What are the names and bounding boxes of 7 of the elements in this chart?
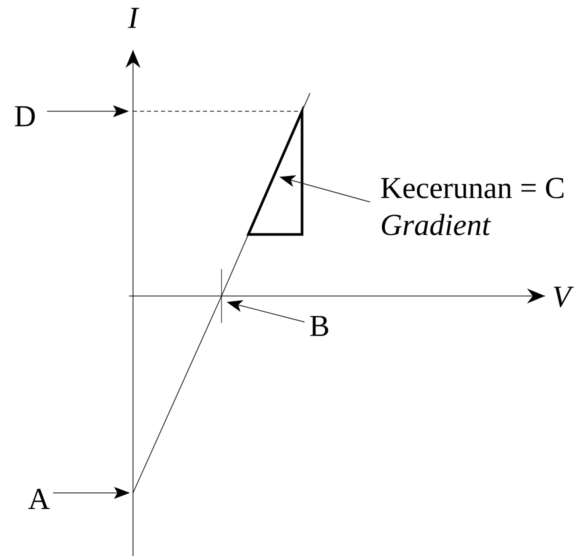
text: A	[28, 488, 50, 509]
text: V	[554, 286, 574, 308]
ref-line-label: D	[14, 106, 35, 126]
text: Gradient	[382, 214, 491, 236]
text: Kecerunan = C	[381, 178, 564, 198]
y-axis-title: I	[128, 8, 140, 28]
text: B	[310, 316, 328, 336]
